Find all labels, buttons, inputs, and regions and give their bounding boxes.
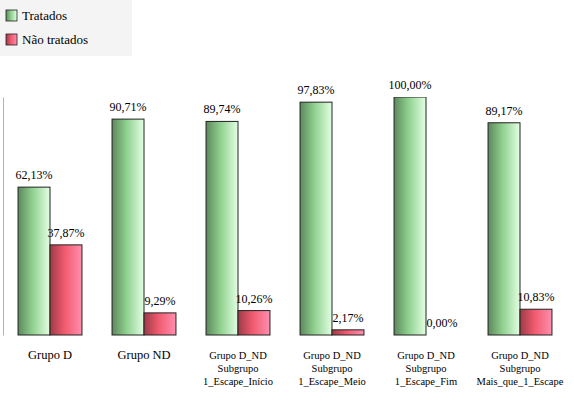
x-tick-label-line: Mais_que_1_Escape	[477, 376, 564, 387]
x-tick-label: Grupo ND	[117, 348, 170, 362]
bars	[18, 97, 552, 335]
x-tick-label-line: 1_Escape_Meio	[298, 376, 366, 387]
bar	[520, 309, 552, 335]
x-tick: Grupo ND	[117, 335, 170, 362]
x-tick: Grupo D	[28, 335, 72, 362]
x-tick-label-line: Grupo ND	[117, 348, 170, 362]
data-label: 10,83%	[517, 290, 554, 304]
x-tick-label-line: Grupo D_ND	[491, 350, 549, 361]
x-tick-label-line: Subgrupo	[500, 363, 541, 374]
legend-label: Tratados	[22, 8, 67, 23]
data-label: 0,00%	[426, 316, 457, 330]
bar	[300, 102, 332, 335]
x-tick-label: Grupo D_ND Subgrupo 1_Escape_Meio	[298, 350, 366, 387]
x-tick-label-line: Grupo D_ND	[397, 350, 455, 361]
data-label: 89,74%	[204, 102, 241, 116]
x-tick-label-line: Grupo D	[28, 348, 72, 362]
x-tick: Grupo D_ND Subgrupo 1_Escape_Fim	[395, 335, 457, 387]
x-axis: Grupo D Grupo ND Grupo D_ND Subgrupo 1_Escap…	[28, 335, 564, 387]
x-tick-label: Grupo D_ND Subgrupo 1_Escape_Início	[203, 350, 273, 387]
x-tick-label-line: Grupo D_ND	[303, 350, 361, 361]
data-label: 2,17%	[332, 311, 363, 325]
x-tick-label-line: 1_Escape_Início	[203, 376, 273, 387]
bar	[488, 123, 520, 335]
data-label: 10,26%	[235, 292, 272, 306]
bar	[144, 313, 176, 335]
data-label: 62,13%	[16, 168, 53, 182]
bar	[332, 330, 364, 335]
x-tick-label: Grupo D_ND Subgrupo 1_Escape_Fim	[395, 350, 457, 387]
y-axis	[3, 98, 4, 336]
x-tick-label-line: Subgrupo	[312, 363, 353, 374]
legend: Tratados Não tratados	[0, 0, 132, 56]
bar	[18, 187, 50, 335]
data-label: 100,00%	[389, 78, 432, 92]
data-label: 90,71%	[110, 100, 147, 114]
x-tick-label-line: Subgrupo	[406, 363, 447, 374]
bar	[50, 245, 82, 335]
chart: 62,13% 90,71% 89,74% 97,83% 100,00% 89,17% 37,…	[0, 0, 574, 414]
data-label: 9,29%	[144, 294, 175, 308]
x-tick-label-line: Grupo D_ND	[209, 350, 267, 361]
legend-label: Não tratados	[22, 32, 88, 47]
x-tick-label-line: 1_Escape_Fim	[395, 376, 457, 387]
legend-background	[0, 0, 132, 56]
legend-swatch	[6, 34, 17, 45]
x-tick-label-line: Subgrupo	[218, 363, 259, 374]
x-tick: Grupo D_ND Subgrupo 1_Escape_Início	[203, 335, 273, 387]
data-labels: 62,13% 90,71% 89,74% 97,83% 100,00% 89,17% 37,…	[16, 78, 555, 330]
bar	[394, 97, 426, 335]
data-label: 37,87%	[47, 226, 84, 240]
data-label: 89,17%	[486, 104, 523, 118]
x-tick: Grupo D_ND Subgrupo Mais_que_1_Escape	[477, 335, 564, 387]
y-axis-line	[3, 98, 4, 336]
x-tick-label: Grupo D_ND Subgrupo Mais_que_1_Escape	[477, 350, 564, 387]
bar	[112, 119, 144, 335]
bar	[206, 121, 238, 335]
legend-swatch	[6, 10, 17, 21]
bar	[426, 335, 458, 336]
x-tick-label: Grupo D	[28, 348, 72, 362]
data-label: 97,83%	[298, 83, 335, 97]
x-tick: Grupo D_ND Subgrupo 1_Escape_Meio	[298, 335, 366, 387]
bar	[238, 311, 270, 335]
